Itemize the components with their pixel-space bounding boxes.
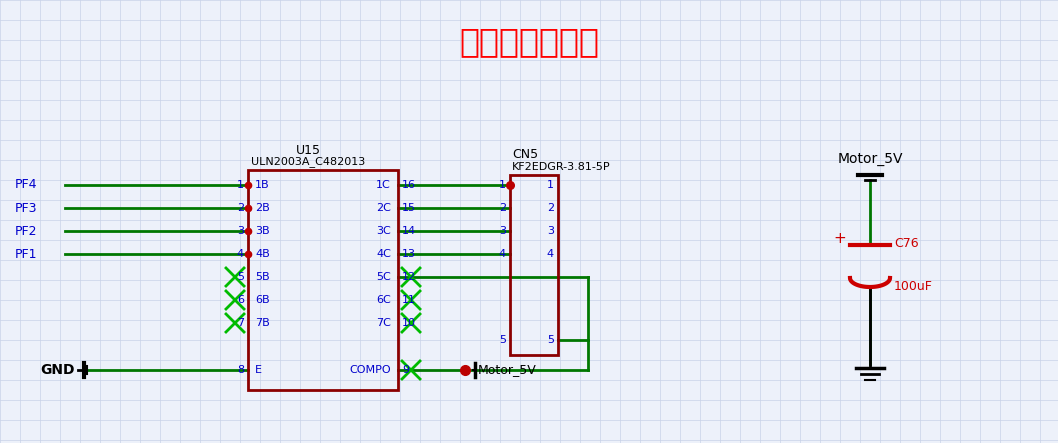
Text: 7B: 7B xyxy=(255,318,270,328)
Text: 15: 15 xyxy=(402,203,416,213)
Text: 2B: 2B xyxy=(255,203,270,213)
Text: 1B: 1B xyxy=(255,180,270,190)
Text: 12: 12 xyxy=(402,272,416,282)
Text: PF2: PF2 xyxy=(15,225,37,237)
Text: 3B: 3B xyxy=(255,226,270,236)
Text: 7C: 7C xyxy=(377,318,391,328)
Text: 16: 16 xyxy=(402,180,416,190)
Text: 100uF: 100uF xyxy=(894,280,933,292)
Text: 6B: 6B xyxy=(255,295,270,305)
Text: Motor_5V: Motor_5V xyxy=(837,152,902,166)
Text: 4: 4 xyxy=(237,249,244,259)
Text: 10: 10 xyxy=(402,318,416,328)
Text: 11: 11 xyxy=(402,295,416,305)
Text: 3: 3 xyxy=(237,226,244,236)
Text: 1C: 1C xyxy=(377,180,391,190)
Text: 4B: 4B xyxy=(255,249,270,259)
Text: CN5: CN5 xyxy=(512,148,539,162)
Bar xyxy=(248,170,398,390)
Text: 5: 5 xyxy=(237,272,244,282)
Text: 6: 6 xyxy=(237,295,244,305)
Text: 5C: 5C xyxy=(377,272,391,282)
Text: 13: 13 xyxy=(402,249,416,259)
Bar xyxy=(510,175,558,355)
Text: 1: 1 xyxy=(499,180,506,190)
Text: 3: 3 xyxy=(499,226,506,236)
Text: E: E xyxy=(255,365,262,375)
Text: 1: 1 xyxy=(547,180,554,190)
Text: 3: 3 xyxy=(547,226,554,236)
Text: 2C: 2C xyxy=(377,203,391,213)
Text: 8: 8 xyxy=(237,365,244,375)
Text: 4: 4 xyxy=(499,249,506,259)
Text: 6C: 6C xyxy=(377,295,391,305)
Text: 4C: 4C xyxy=(377,249,391,259)
Text: 14: 14 xyxy=(402,226,416,236)
Text: KF2EDGR-3.81-5P: KF2EDGR-3.81-5P xyxy=(512,162,610,172)
Text: PF1: PF1 xyxy=(15,248,37,260)
Text: 2: 2 xyxy=(547,203,554,213)
Text: 单极性步进电机: 单极性步进电机 xyxy=(459,26,599,58)
Text: +: + xyxy=(834,230,846,245)
Text: 1: 1 xyxy=(237,180,244,190)
Text: 5: 5 xyxy=(547,335,554,345)
Text: 4: 4 xyxy=(547,249,554,259)
Text: GND: GND xyxy=(40,363,75,377)
Text: 5: 5 xyxy=(499,335,506,345)
Text: COMPO: COMPO xyxy=(349,365,391,375)
Text: PF3: PF3 xyxy=(15,202,37,214)
Text: C76: C76 xyxy=(894,237,918,249)
Text: 3C: 3C xyxy=(377,226,391,236)
Text: PF4: PF4 xyxy=(15,179,37,191)
Text: 5B: 5B xyxy=(255,272,270,282)
Text: 7: 7 xyxy=(237,318,244,328)
Text: U15: U15 xyxy=(295,144,321,156)
Text: Motor_5V: Motor_5V xyxy=(478,364,536,377)
Text: 9: 9 xyxy=(402,365,409,375)
Text: ULN2003A_C482013: ULN2003A_C482013 xyxy=(251,156,365,167)
Text: 2: 2 xyxy=(237,203,244,213)
Text: 2: 2 xyxy=(499,203,506,213)
